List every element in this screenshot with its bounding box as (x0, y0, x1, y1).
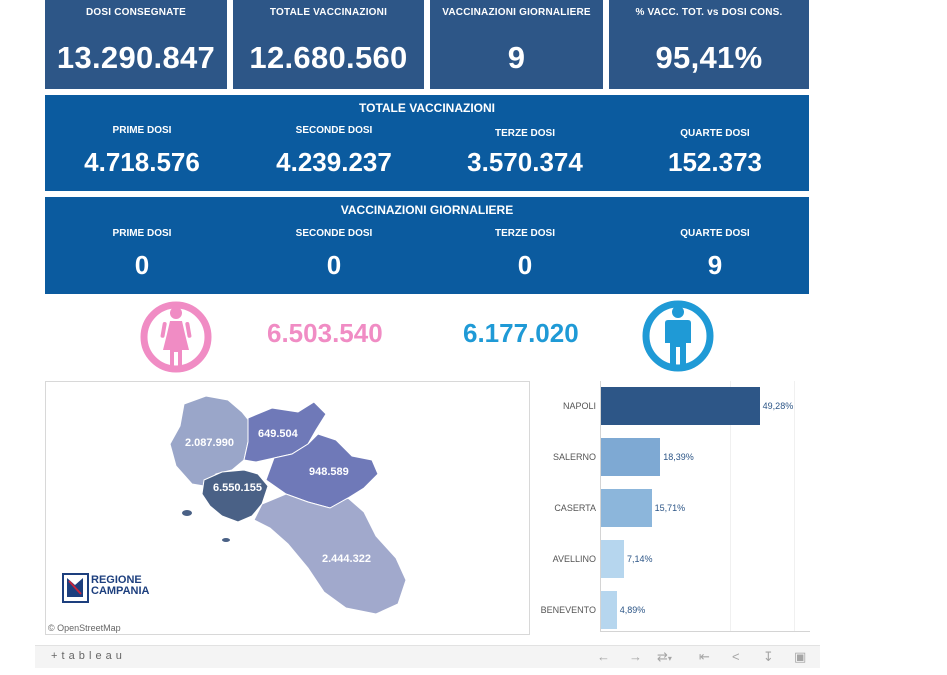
chart-gridline (730, 381, 731, 631)
map-label-napoli: 6.550.155 (213, 482, 262, 494)
totale-quarte-dosi: QUARTE DOSI 152.373 (620, 128, 810, 178)
chart-baseline (600, 631, 810, 632)
tableau-brand[interactable]: + t a b l e a u (51, 650, 123, 662)
dose-label: TERZE DOSI (494, 128, 555, 139)
dose-label: SECONDE DOSI (295, 228, 373, 239)
kpi-percentuale: % VACC. TOT. vs DOSI CONS. 95,41% (609, 0, 809, 89)
kpi-vaccinazioni-giornaliere: VACCINAZIONI GIORNALIERE 9 (430, 0, 603, 89)
giornaliere-terze-dosi: TERZE DOSI 0 (430, 228, 620, 281)
bar[interactable] (601, 540, 624, 578)
bar-category-label: NAPOLI (562, 401, 596, 411)
undo-icon[interactable]: ← (597, 649, 610, 664)
dose-label: SECONDE DOSI (295, 125, 373, 136)
reset-icon[interactable]: ⇤ (699, 649, 710, 664)
totale-terze-dosi: TERZE DOSI 3.570.374 (430, 128, 620, 178)
bar-value-label: 15,71% (654, 503, 686, 513)
island-ischia (182, 510, 192, 516)
kpi-label: DOSI CONSEGNATE (85, 7, 187, 18)
dose-value: 3.570.374 (467, 147, 583, 177)
regione-campania-logo-icon (62, 573, 89, 603)
redo-icon[interactable]: → (629, 649, 642, 664)
panel-title: VACCINAZIONI GIORNALIERE (340, 203, 514, 217)
bar-row-avellino[interactable]: AVELLINO 7,14% (530, 540, 810, 580)
dose-label: TERZE DOSI (494, 228, 555, 239)
chart-gridline (794, 381, 795, 631)
panel-title: TOTALE VACCINAZIONI (359, 101, 495, 115)
totale-prime-dosi: PRIME DOSI 4.718.576 (47, 125, 237, 178)
dose-value: 4.239.237 (276, 147, 392, 177)
download-icon[interactable]: ↧ (763, 649, 774, 664)
kpi-label: % VACC. TOT. vs DOSI CONS. (635, 7, 783, 18)
province-napoli (201, 469, 269, 523)
bar-value-label: 7,14% (626, 554, 653, 564)
province-salerno (253, 493, 407, 615)
giornaliere-quarte-dosi: QUARTE DOSI 9 (620, 228, 810, 281)
kpi-label: TOTALE VACCINAZIONI (269, 7, 388, 18)
dose-label: PRIME DOSI (112, 228, 172, 239)
totale-seconde-dosi: SECONDE DOSI 4.239.237 (239, 125, 429, 178)
totale-vaccinazioni-panel: TOTALE VACCINAZIONI PRIME DOSI 4.718.576… (45, 95, 809, 191)
bar-value-label: 18,39% (663, 452, 694, 462)
map-label-caserta: 2.087.990 (185, 437, 234, 449)
bar[interactable] (601, 489, 652, 527)
dose-label: QUARTE DOSI (680, 128, 750, 139)
campania-map[interactable]: 2.087.990 649.504 948.589 6.550.155 2.44… (45, 381, 530, 635)
bar-category-label: AVELLINO (552, 554, 596, 564)
kpi-label: VACCINAZIONI GIORNALIERE (442, 7, 591, 18)
logo-line1: REGIONE (91, 574, 142, 586)
kpi-value: 12.680.560 (249, 40, 408, 75)
bar-value-label: 49,28% (762, 401, 794, 411)
bar[interactable] (601, 387, 760, 425)
dose-value: 9 (707, 250, 723, 280)
map-label-avellino: 948.589 (309, 466, 349, 478)
bar-chart (530, 381, 810, 633)
giornaliere-prime-dosi: PRIME DOSI 0 (47, 228, 237, 281)
province-shapes (169, 395, 407, 615)
male-person-icon (642, 300, 714, 372)
bar-row-caserta[interactable]: CASERTA 15,71% (530, 489, 810, 529)
kpi-value: 13.290.847 (56, 40, 216, 75)
bar-row-napoli[interactable]: NAPOLI 49,28% (530, 387, 810, 427)
bar-category-label: CASERTA (554, 503, 596, 513)
bar[interactable] (601, 438, 661, 476)
map-label-benevento: 649.504 (258, 428, 298, 440)
dose-value: 0 (134, 250, 150, 280)
bar-row-salerno[interactable]: SALERNO 18,39% (530, 438, 810, 478)
share-icon[interactable]: < (732, 649, 740, 664)
bar-category-label: BENEVENTO (540, 605, 596, 615)
male-vaccinations-value: 6.177.020 (463, 318, 579, 348)
giornaliere-seconde-dosi: SECONDE DOSI 0 (239, 228, 429, 281)
bar-row-benevento[interactable]: BENEVENTO 4,89% (530, 591, 810, 631)
bar-value-label: 4,89% (619, 605, 646, 615)
female-vaccinations-value: 6.503.540 (267, 318, 383, 348)
vaccinazioni-giornaliere-panel: VACCINAZIONI GIORNALIERE PRIME DOSI 0 SE… (45, 197, 809, 294)
island-capri (222, 538, 230, 542)
fullscreen-icon[interactable]: ▣ (794, 649, 807, 664)
kpi-totale-vaccinazioni: TOTALE VACCINAZIONI 12.680.560 (233, 0, 424, 89)
dose-label: PRIME DOSI (112, 125, 172, 136)
map-label-salerno: 2.444.322 (322, 553, 371, 565)
bar-category-label: SALERNO (552, 452, 596, 462)
logo-line2: CAMPANIA (91, 585, 150, 597)
kpi-dosi-consegnate: DOSI CONSEGNATE 13.290.847 (45, 0, 227, 89)
bar[interactable] (601, 591, 617, 629)
dose-value: 0 (326, 250, 342, 280)
dose-value: 0 (517, 250, 533, 280)
province-caserta (169, 395, 251, 487)
kpi-value: 95,41% (655, 40, 763, 75)
revert-icon[interactable]: ⇄▾ (657, 649, 672, 664)
female-person-icon (140, 301, 212, 373)
dose-value: 4.718.576 (84, 147, 200, 177)
chart-axis-line (600, 381, 601, 631)
dose-value: 152.373 (668, 147, 762, 177)
tableau-toolbar: + t a b l e a u ← → ⇄▾ ⇤ < ↧ ▣ (35, 645, 820, 668)
kpi-value: 9 (507, 40, 526, 75)
map-credit[interactable]: © OpenStreetMap (48, 623, 121, 633)
dose-label: QUARTE DOSI (680, 228, 750, 239)
